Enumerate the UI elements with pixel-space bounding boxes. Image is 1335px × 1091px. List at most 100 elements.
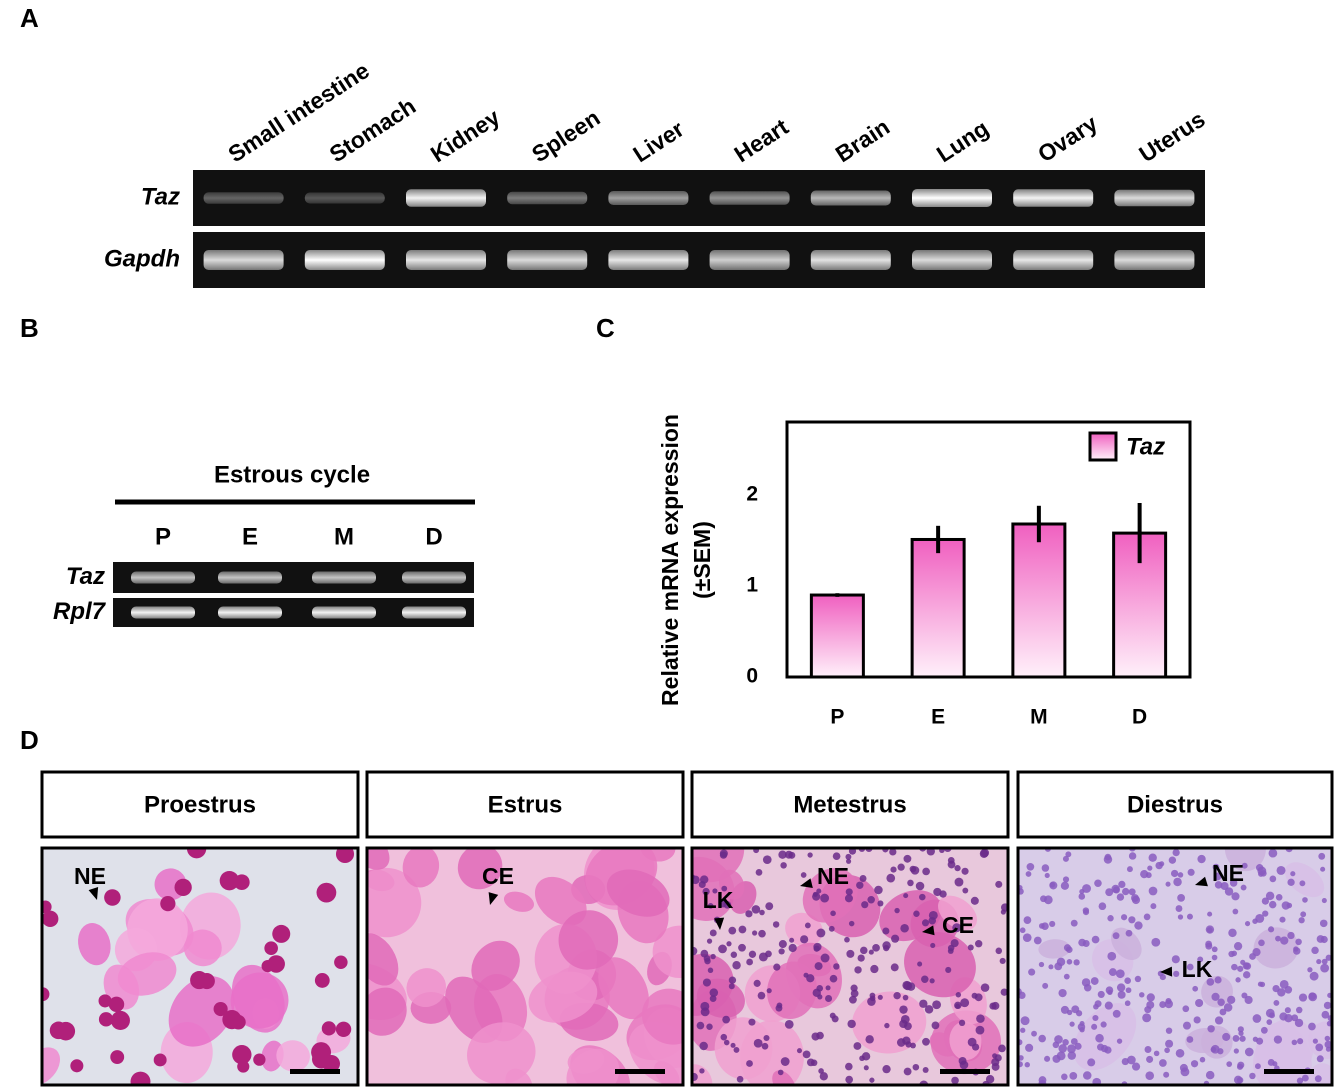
leukocyte (1134, 975, 1142, 983)
leukocyte (1293, 946, 1299, 952)
leukocyte (1207, 911, 1213, 917)
stage-label: D (425, 523, 442, 550)
leukocyte (1060, 1005, 1069, 1014)
annotation: LK (1182, 956, 1213, 982)
cell (641, 988, 683, 1045)
leukocyte (1049, 882, 1056, 888)
gel-band (810, 190, 891, 206)
leukocyte (860, 946, 868, 955)
cell (457, 848, 503, 890)
leukocyte (1231, 892, 1240, 901)
leukocyte (894, 907, 900, 914)
leukocyte (1324, 1035, 1331, 1042)
annotation: NE (74, 863, 106, 889)
nucleus (198, 973, 215, 990)
leukocyte (1239, 1035, 1246, 1042)
leukocyte (1319, 919, 1328, 928)
leukocyte (1139, 992, 1145, 998)
leukocyte (1100, 1021, 1107, 1028)
leukocyte (829, 1012, 836, 1019)
leukocyte (899, 1005, 908, 1014)
cell (276, 1040, 310, 1072)
leukocyte (1112, 1009, 1121, 1018)
leukocyte (889, 848, 897, 856)
leukocyte (1173, 877, 1182, 887)
leukocyte (1295, 938, 1302, 946)
leukocyte (765, 902, 774, 911)
leukocyte (928, 910, 938, 920)
gel-band (810, 250, 891, 270)
leukocyte (721, 885, 728, 892)
nucleus (272, 924, 291, 943)
leukocyte (930, 942, 936, 949)
leukocyte (1217, 998, 1225, 1006)
leukocyte (1147, 865, 1153, 871)
leukocyte (1265, 1008, 1275, 1018)
leukocyte (757, 991, 766, 1000)
gel-band (312, 606, 376, 619)
leukocyte (867, 895, 875, 904)
leukocyte (1307, 967, 1313, 973)
leukocyte (890, 866, 897, 873)
leukocyte (955, 1003, 961, 1009)
leukocyte (778, 940, 787, 949)
cell (719, 869, 745, 900)
leukocyte (890, 963, 899, 972)
leukocyte (1104, 1046, 1112, 1054)
leukocyte (733, 1046, 740, 1053)
panel-label: B (20, 313, 39, 343)
leukocyte (825, 995, 833, 1003)
leukocyte (816, 888, 822, 894)
leukocyte (1117, 990, 1126, 999)
leukocyte (1079, 1020, 1085, 1027)
leukocyte (960, 998, 970, 1008)
leukocyte (976, 1014, 985, 1023)
leukocyte (833, 963, 840, 970)
leukocyte (1067, 1051, 1077, 1060)
leukocyte (746, 958, 754, 966)
leukocyte (985, 1074, 995, 1084)
leukocyte (931, 1021, 940, 1030)
leukocyte (1236, 1076, 1244, 1084)
nucleus (42, 910, 59, 927)
leukocyte (1038, 961, 1045, 968)
leukocyte (924, 1005, 934, 1014)
leukocyte (945, 966, 952, 973)
leukocyte (753, 979, 761, 987)
leukocyte (869, 1077, 875, 1083)
leukocyte (1091, 1023, 1098, 1030)
leukocyte (1275, 893, 1283, 901)
leukocyte (1025, 1043, 1034, 1052)
leukocyte (1226, 1061, 1233, 1067)
nucleus (316, 882, 337, 903)
leukocyte (1315, 1043, 1324, 1052)
leukocyte (1212, 863, 1220, 871)
leukocyte (1038, 1034, 1046, 1043)
panel-label: C (596, 313, 615, 343)
leukocyte (917, 961, 923, 967)
leukocyte (1284, 1007, 1291, 1014)
cell (1038, 939, 1071, 959)
leukocyte (869, 995, 876, 1002)
nucleus (42, 987, 50, 1002)
leukocyte (1070, 919, 1078, 927)
leukocyte (816, 928, 826, 938)
leukocyte (999, 957, 1006, 965)
leukocyte (1148, 853, 1157, 862)
leukocyte (1128, 916, 1136, 924)
leukocyte (1175, 905, 1183, 912)
leukocyte (1254, 1063, 1261, 1070)
leukocyte (736, 1075, 744, 1083)
leukocyte (975, 1025, 985, 1035)
leukocyte (950, 939, 959, 948)
leukocyte (868, 949, 874, 955)
x-tick-label: E (931, 706, 945, 729)
cell (168, 976, 235, 1047)
leukocyte (1146, 993, 1155, 1002)
leukocyte (874, 885, 883, 895)
leukocyte (1098, 902, 1107, 911)
leukocyte (1028, 968, 1036, 976)
annotation: NE (1212, 860, 1244, 886)
leukocyte (850, 984, 858, 992)
leukocyte (1159, 1001, 1167, 1009)
